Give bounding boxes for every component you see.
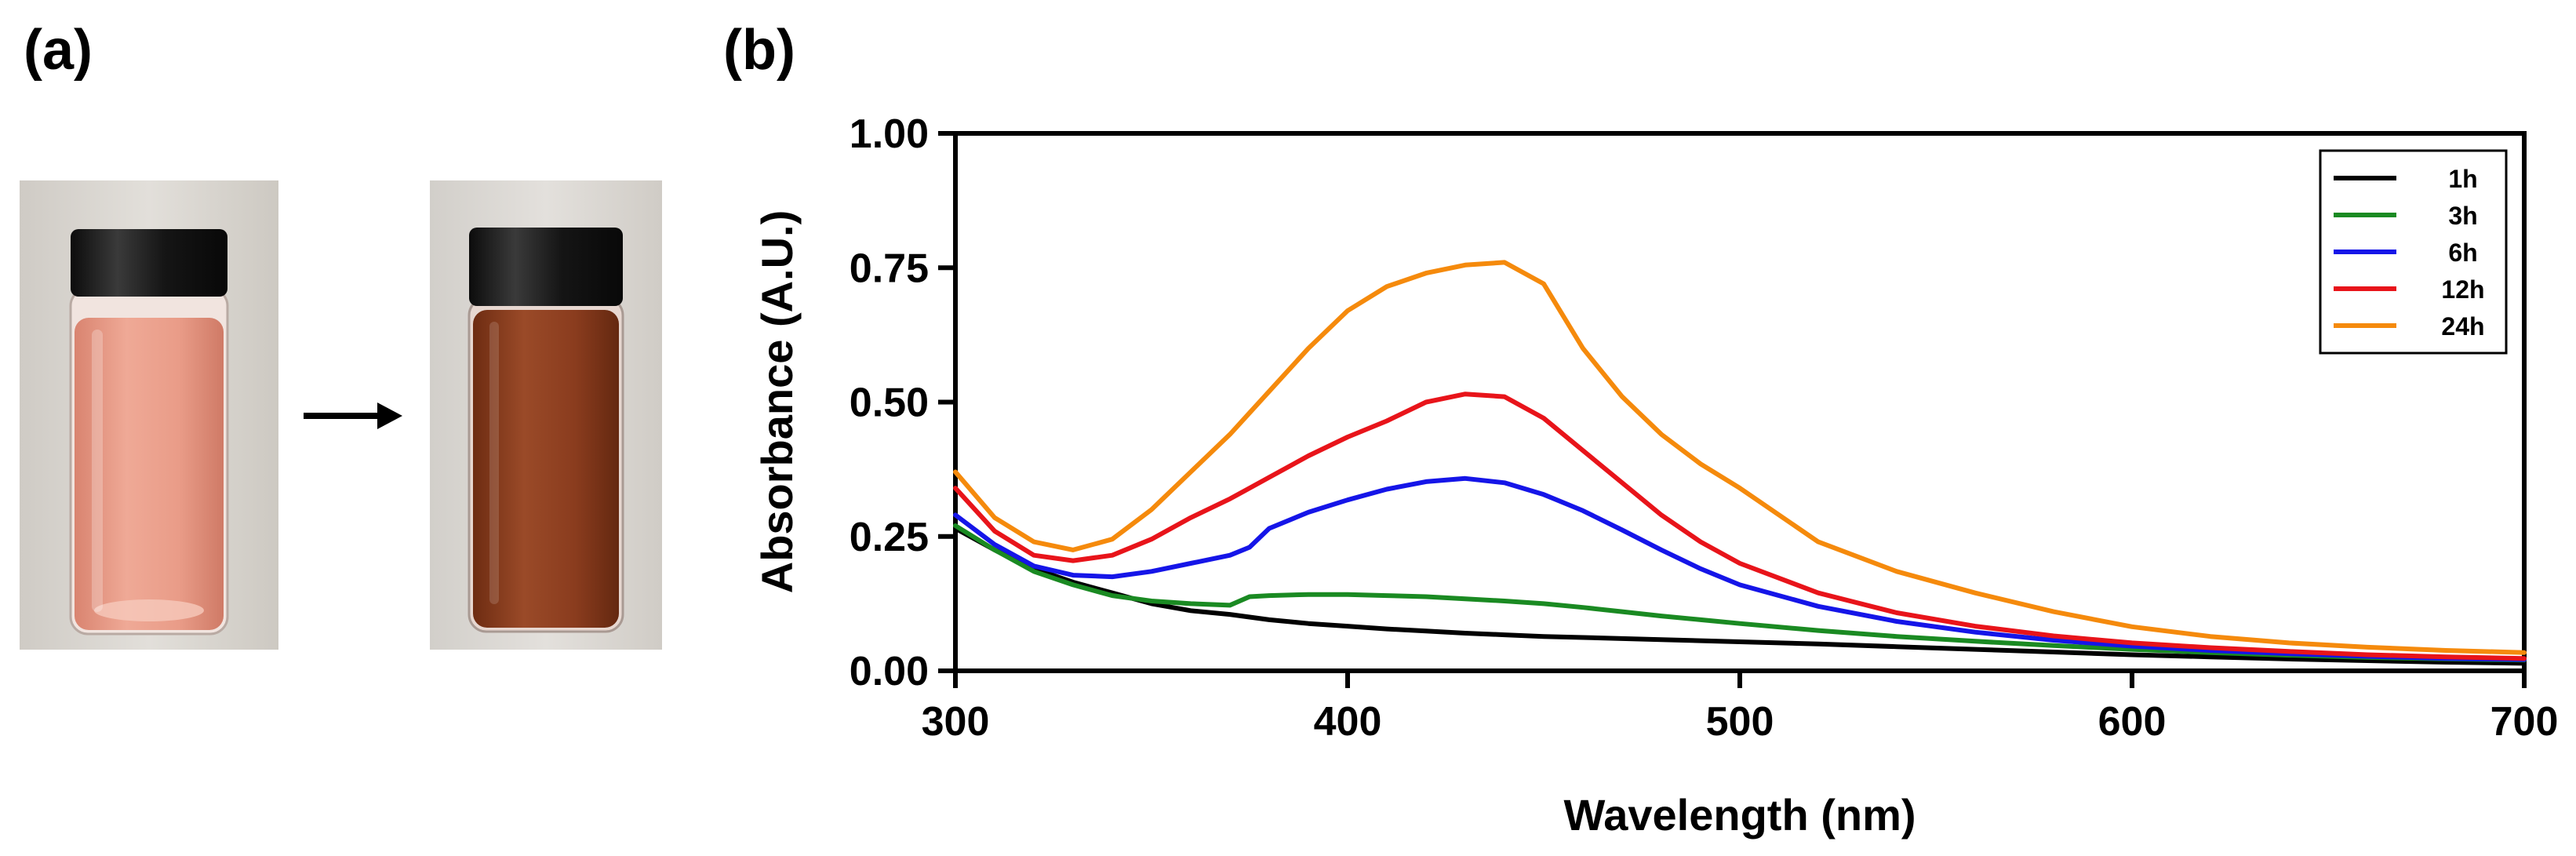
y-axis: 0.00 0.25 0.50 0.75 1.00 bbox=[850, 111, 955, 694]
vial-highlight bbox=[92, 330, 103, 612]
y-axis-label: Absorbance (A.U.) bbox=[752, 210, 802, 594]
legend-label: 6h bbox=[2448, 239, 2477, 267]
legend-label: 3h bbox=[2448, 202, 2477, 230]
y-tick-label: 0.75 bbox=[850, 246, 929, 291]
series-line-1h bbox=[953, 526, 2527, 666]
series-line-6h bbox=[953, 475, 2527, 662]
series-line-24h bbox=[953, 260, 2527, 655]
legend-box bbox=[2319, 149, 2508, 355]
legend-label: 1h bbox=[2448, 165, 2477, 193]
x-axis-label: Wavelength (nm) bbox=[1563, 790, 1916, 840]
x-tick-label: 500 bbox=[1706, 699, 1774, 745]
legend-label: 12h bbox=[2441, 275, 2484, 304]
arrow-right-icon bbox=[304, 403, 402, 429]
legend: 1h 3h 6h 12h 24h bbox=[2319, 149, 2508, 355]
panel-label-b: (b) bbox=[723, 19, 795, 82]
vial-cap bbox=[469, 228, 623, 306]
vial-liquid bbox=[473, 310, 619, 628]
y-tick-label: 0.50 bbox=[850, 381, 929, 426]
legend-label: 24h bbox=[2441, 312, 2484, 341]
vial-photo-before bbox=[20, 180, 278, 650]
x-tick-label: 700 bbox=[2490, 699, 2559, 745]
vial-photo-after bbox=[430, 180, 662, 650]
series-layer bbox=[953, 260, 2527, 666]
vial-bottom-reflection bbox=[94, 599, 204, 621]
panel-label-a: (a) bbox=[24, 19, 93, 82]
plot-frame bbox=[953, 131, 2527, 673]
plot-area bbox=[953, 131, 2527, 673]
series-line-12h bbox=[953, 392, 2527, 661]
x-tick-label: 400 bbox=[1314, 699, 1382, 745]
vial-liquid bbox=[75, 318, 224, 630]
series-line-3h bbox=[953, 523, 2527, 663]
vial-highlight bbox=[489, 322, 499, 604]
x-tick-label: 600 bbox=[2098, 699, 2167, 745]
y-tick-label: 0.25 bbox=[850, 515, 929, 560]
vial-cap bbox=[71, 229, 227, 297]
x-axis: 300 400 500 600 700 bbox=[922, 671, 2559, 745]
y-tick-label: 0.00 bbox=[850, 649, 929, 694]
y-tick-label: 1.00 bbox=[850, 111, 929, 157]
x-tick-label: 300 bbox=[922, 699, 990, 745]
